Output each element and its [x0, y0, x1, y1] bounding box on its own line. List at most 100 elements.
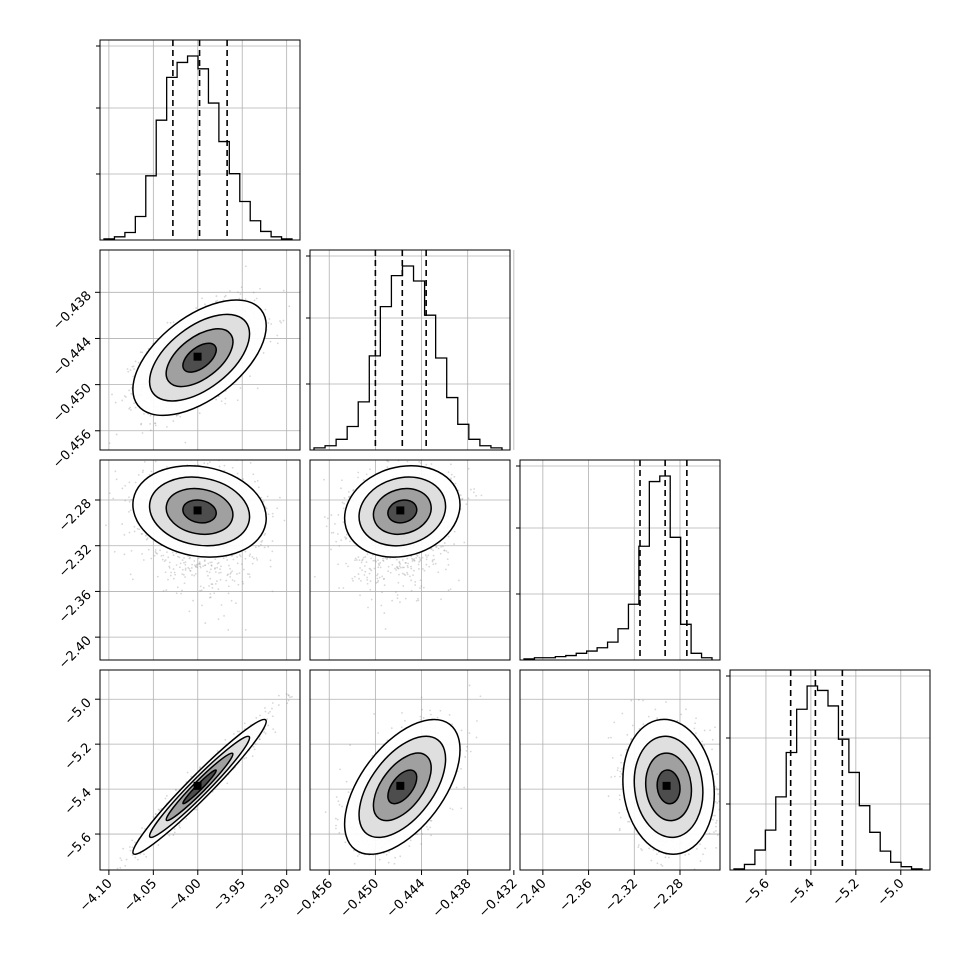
scatter-point — [248, 576, 251, 578]
scatter-point — [414, 581, 417, 583]
scatter-point — [189, 569, 192, 572]
scatter-point — [267, 322, 270, 324]
scatter-point — [254, 546, 257, 549]
scatter-point — [183, 561, 185, 564]
scatter-point — [252, 291, 255, 294]
scatter-point — [203, 560, 206, 562]
scatter-point — [396, 597, 399, 600]
scatter-point — [129, 406, 131, 409]
scatter-point — [398, 561, 401, 564]
scatter-point — [387, 570, 390, 573]
scatter-point — [411, 558, 414, 561]
scatter-point — [227, 573, 229, 576]
scatter-point — [209, 455, 211, 457]
scatter-point — [410, 567, 413, 570]
scatter-point — [143, 460, 146, 463]
scatter-point — [149, 429, 152, 432]
scatter-point — [214, 300, 217, 303]
scatter-point — [399, 601, 401, 604]
scatter-point — [408, 575, 411, 578]
scatter-point — [283, 519, 286, 522]
scatter-point — [443, 542, 446, 544]
scatter-point — [217, 588, 220, 591]
scatter-point — [210, 583, 213, 586]
scatter-point — [459, 494, 462, 497]
scatter-point — [128, 510, 130, 513]
scatter-point — [184, 576, 186, 578]
scatter-point — [193, 564, 196, 567]
scatter-point — [227, 592, 230, 595]
scatter-point — [434, 454, 436, 456]
scatter-point — [248, 573, 251, 576]
scatter-point — [209, 592, 212, 595]
scatter-point — [114, 401, 117, 404]
scatter-point — [261, 539, 264, 542]
scatter-point — [154, 422, 157, 425]
scatter-point — [244, 265, 247, 268]
scatter-point — [223, 615, 225, 617]
scatter-point — [396, 566, 399, 569]
scatter-point — [475, 494, 478, 497]
scatter-point — [402, 585, 405, 587]
scatter-point — [213, 567, 216, 570]
scatter-point — [279, 320, 281, 322]
scatter-point — [204, 559, 206, 562]
scatter-point — [130, 498, 133, 501]
scatter-point — [179, 562, 182, 565]
scatter-point — [141, 432, 144, 434]
scatter-point — [126, 368, 129, 370]
scatter-point — [140, 422, 143, 425]
scatter-point — [199, 585, 202, 588]
scatter-point — [443, 549, 446, 552]
scatter-point — [150, 470, 153, 473]
scatter-point — [217, 395, 220, 398]
scatter-point — [271, 512, 274, 515]
scatter-point — [166, 551, 168, 553]
scatter-point — [419, 446, 421, 448]
scatter-point — [238, 554, 241, 556]
scatter-point — [154, 424, 157, 427]
scatter-point — [252, 473, 255, 476]
scatter-point — [379, 566, 382, 569]
scatter-point — [423, 569, 426, 572]
scatter-point — [269, 340, 272, 343]
scatter-point — [410, 589, 413, 592]
scatter-point — [240, 563, 243, 566]
scatter-point — [210, 561, 213, 564]
scatter-point — [125, 396, 127, 398]
scatter-point — [167, 578, 169, 581]
scatter-point — [246, 573, 249, 575]
scatter-point — [435, 545, 438, 548]
scatter-point — [259, 543, 262, 546]
scatter-point — [176, 414, 178, 417]
scatter-point — [230, 599, 233, 602]
scatter-point — [355, 559, 358, 561]
scatter-point — [368, 572, 371, 575]
scatter-point — [133, 368, 135, 370]
scatter-point — [231, 579, 234, 581]
scatter-point — [330, 532, 333, 534]
scatter-point — [415, 556, 418, 559]
scatter-point — [224, 397, 227, 400]
scatter-point — [199, 589, 202, 592]
scatter-point — [348, 495, 351, 498]
scatter-point — [115, 433, 118, 436]
scatter-point — [216, 300, 219, 302]
scatter-point — [182, 573, 185, 576]
scatter-point — [352, 579, 354, 582]
scatter-point — [447, 535, 450, 538]
scatter-point — [432, 563, 435, 566]
scatter-point — [396, 594, 399, 596]
scatter-point — [211, 587, 214, 589]
scatter-point — [174, 451, 176, 453]
scatter-point — [313, 575, 316, 578]
scatter-point — [209, 568, 212, 571]
scatter-point — [347, 565, 349, 568]
scatter-point — [172, 554, 175, 556]
scatter-point — [271, 550, 274, 553]
scatter-point — [357, 471, 360, 474]
scatter-point — [410, 565, 412, 568]
scatter-point — [256, 559, 259, 561]
scatter-point — [229, 290, 231, 292]
scatter-point — [440, 545, 442, 548]
